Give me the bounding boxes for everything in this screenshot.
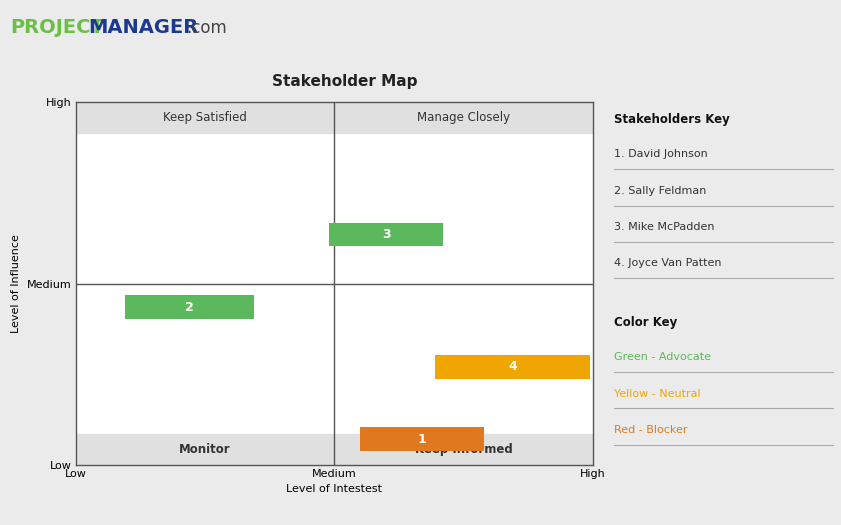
Text: 1. David Johnson: 1. David Johnson [614, 150, 707, 160]
Text: Red - Blocker: Red - Blocker [614, 425, 687, 435]
Text: .com: .com [187, 18, 227, 37]
Text: Green - Advocate: Green - Advocate [614, 352, 711, 362]
Text: Color Key: Color Key [614, 316, 677, 329]
Text: Stakeholder Map: Stakeholder Map [272, 74, 418, 89]
Text: 3: 3 [382, 228, 390, 241]
Text: 1: 1 [418, 433, 426, 446]
Bar [435, 355, 590, 379]
Bar [329, 223, 443, 246]
Text: PROJECT: PROJECT [10, 18, 104, 37]
X-axis label: Level of Intestest: Level of Intestest [286, 485, 383, 495]
Bar [360, 427, 484, 451]
Y-axis label: Level of Influence: Level of Influence [11, 234, 21, 333]
Text: 2: 2 [185, 300, 194, 313]
Text: 4: 4 [508, 360, 517, 373]
Text: Keep Satisfied: Keep Satisfied [163, 111, 247, 124]
Text: 4. Joyce Van Patten: 4. Joyce Van Patten [614, 258, 722, 268]
Text: Stakeholders Key: Stakeholders Key [614, 113, 730, 126]
Text: Monitor: Monitor [179, 443, 230, 456]
Bar [124, 295, 254, 319]
Text: Keep Informed: Keep Informed [415, 443, 512, 456]
Text: Manage Closely: Manage Closely [417, 111, 510, 124]
Text: Yellow - Neutral: Yellow - Neutral [614, 388, 701, 398]
Text: MANAGER: MANAGER [88, 18, 198, 37]
Text: 3. Mike McPadden: 3. Mike McPadden [614, 222, 715, 232]
Text: 2. Sally Feldman: 2. Sally Feldman [614, 186, 706, 196]
